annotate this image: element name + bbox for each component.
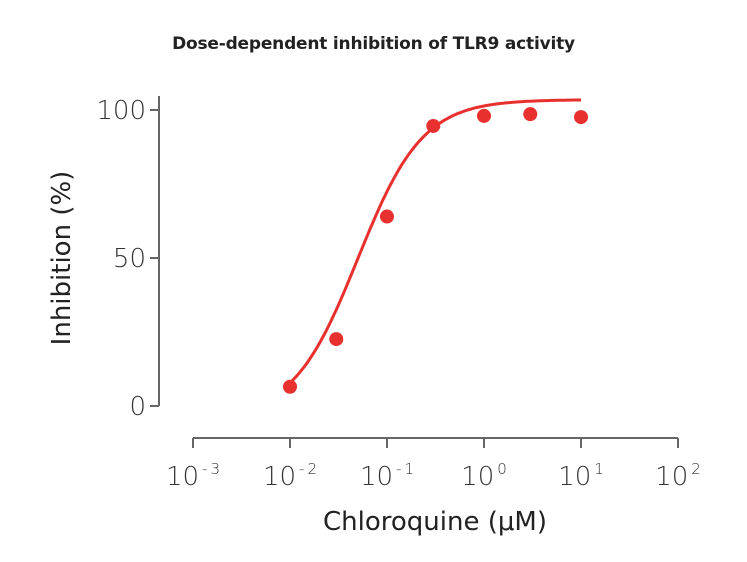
data-point <box>283 379 297 394</box>
x-tick-label: 10 - 3 <box>166 460 220 492</box>
data-point <box>574 110 588 125</box>
x-tick-label: 10 0 <box>461 460 507 492</box>
data-point <box>523 107 538 122</box>
y-tick-label: 50 <box>113 244 146 274</box>
data-point <box>426 118 441 133</box>
data-point <box>380 209 394 224</box>
y-tick-label: 0 <box>129 392 146 422</box>
data-points <box>283 107 588 394</box>
data-point <box>329 332 344 347</box>
y-axis: 0 50 100 <box>96 96 160 422</box>
data-point <box>477 108 491 123</box>
x-tick-label: 10 2 <box>655 460 701 492</box>
x-tick-label: 10 - 1 <box>360 460 414 492</box>
x-axis-label: Chloroquine (μM) <box>323 507 547 537</box>
x-axis: 10 - 3 10 - 2 10 - 1 10 0 10 1 10 2 <box>166 437 701 492</box>
y-axis-label: Inhibition (%) <box>47 171 77 346</box>
x-tick-label: 10 1 <box>558 460 604 492</box>
y-tick-label: 100 <box>96 96 146 126</box>
x-tick-label: 10 - 2 <box>263 460 317 492</box>
chart-title: Dose-dependent inhibition of TLR9 activi… <box>172 34 575 54</box>
